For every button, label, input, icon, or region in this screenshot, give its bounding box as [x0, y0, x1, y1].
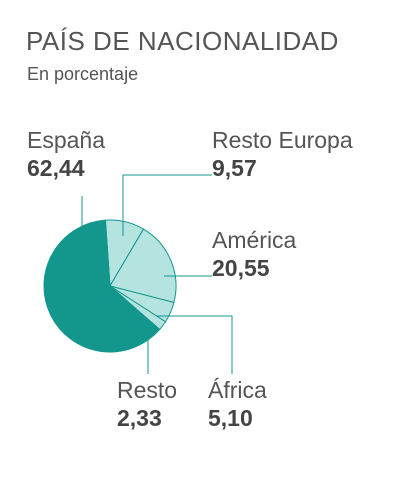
slice-label-value: 20,55 — [212, 255, 270, 281]
chart-subtitle: En porcentaje — [27, 64, 139, 84]
slice-label-value: 62,44 — [27, 155, 85, 181]
slice-label-name: África — [208, 377, 267, 403]
slice-label-name: España — [27, 127, 106, 153]
leader-resto-europa — [122, 174, 212, 236]
label-resto: Resto 2,33 — [117, 376, 177, 432]
slice-label-value: 2,33 — [117, 405, 162, 431]
slice-label-name: América — [212, 227, 297, 253]
label-america: América 20,55 — [212, 226, 296, 282]
pie-slice-américa — [109, 228, 177, 304]
pie-slice-españa — [43, 219, 161, 353]
leader-africa — [156, 315, 233, 374]
label-africa: África 5,10 — [208, 376, 267, 432]
label-resto-europa: Resto Europa 9,57 — [212, 126, 353, 182]
label-espana: España 62,44 — [27, 126, 105, 182]
slice-label-value: 9,57 — [212, 155, 257, 181]
chart-title: PAÍS DE NACIONALIDAD — [26, 26, 339, 56]
slice-label-value: 5,10 — [208, 405, 253, 431]
slice-label-name: Resto — [117, 377, 178, 403]
slice-label-name: Resto Europa — [212, 127, 353, 153]
